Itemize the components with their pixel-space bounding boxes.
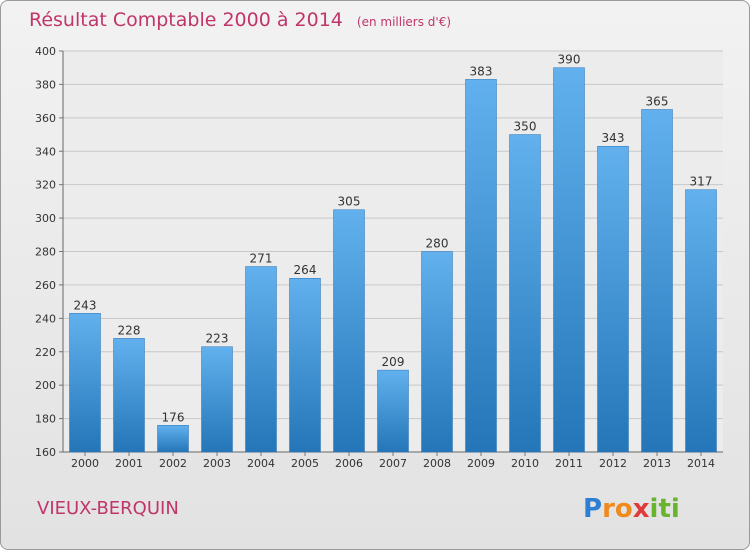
data-label-2006: 305 (338, 195, 361, 209)
data-label-2007: 209 (382, 355, 405, 369)
y-tick-label: 320 (35, 179, 56, 192)
plot-area: 160 180 200 220 240 260 280 300 320 340 360 380 400 2… (35, 45, 723, 470)
y-tick-label: 280 (35, 246, 56, 259)
x-tick-label: 2003 (203, 457, 231, 470)
data-label-2005: 264 (294, 263, 317, 277)
y-tick-label: 160 (35, 446, 56, 459)
y-tick-label: 340 (35, 145, 56, 158)
y-tick-label: 200 (35, 379, 56, 392)
x-tick-label: 2011 (555, 457, 583, 470)
data-label-2014: 317 (690, 175, 713, 189)
data-label-2001: 228 (118, 323, 141, 337)
y-tick-label: 220 (35, 346, 56, 359)
data-label-2008: 280 (426, 237, 449, 251)
bar-2013 (641, 109, 673, 453)
bar-2011 (553, 67, 585, 453)
bar-2000 (69, 313, 101, 453)
logo-letter: i (671, 494, 680, 524)
y-tick-label: 240 (35, 312, 56, 325)
chart-title: Résultat Comptable 2000 à 2014 (en milli… (29, 9, 451, 31)
y-tick-label: 260 (35, 279, 56, 292)
logo-letter: P (583, 494, 602, 524)
chart-title-unit: (en milliers d'€) (357, 15, 451, 29)
logo-letter: o (615, 494, 633, 524)
logo-letter: x (633, 494, 650, 524)
x-tick-label: 2008 (423, 457, 451, 470)
data-label-2003: 223 (206, 332, 229, 346)
x-tick-label: 2000 (71, 457, 99, 470)
x-tick-label: 2004 (247, 457, 275, 470)
data-label-2012: 343 (602, 131, 625, 145)
bar-2007 (377, 369, 409, 453)
bar-2004 (245, 266, 277, 453)
y-tick-label: 180 (35, 413, 56, 426)
x-tick-label: 2001 (115, 457, 143, 470)
y-tick-label: 380 (35, 78, 56, 91)
chart-title-main: Résultat Comptable 2000 à 2014 (29, 9, 343, 31)
logo-letter: r (602, 494, 615, 524)
data-label-2009: 383 (470, 64, 493, 78)
x-tick-label: 2010 (511, 457, 539, 470)
x-tick-label: 2014 (687, 457, 715, 470)
bar-2010 (509, 134, 541, 453)
proxiti-logo: Proxiti (583, 494, 680, 524)
x-tick-label: 2013 (643, 457, 671, 470)
logo-letter: t (658, 494, 670, 524)
y-tick-label: 300 (35, 212, 56, 225)
data-label-2004: 271 (250, 252, 273, 266)
y-tick-label: 360 (35, 112, 56, 125)
bar-2012 (597, 145, 629, 453)
y-tick-label: 400 (35, 45, 56, 58)
logo-letter: i (650, 494, 659, 524)
x-tick-label: 2012 (599, 457, 627, 470)
data-label-2010: 350 (514, 120, 537, 134)
x-tick-label: 2005 (291, 457, 319, 470)
data-label-2000: 243 (74, 298, 97, 312)
x-tick-label: 2007 (379, 457, 407, 470)
bar-2003 (201, 346, 233, 453)
bar-2008 (421, 251, 453, 453)
bar-2006 (333, 209, 365, 453)
bar-2009 (465, 79, 497, 453)
location-name: VIEUX-BERQUIN (37, 498, 179, 519)
data-label-2011: 390 (558, 53, 581, 67)
bar-2001 (113, 338, 145, 453)
bar-2002 (157, 425, 189, 453)
bar-2014 (685, 189, 717, 453)
data-label-2013: 365 (646, 94, 669, 108)
x-tick-label: 2002 (159, 457, 187, 470)
bar-2005 (289, 277, 321, 453)
data-label-2002: 176 (162, 410, 185, 424)
x-tick-label: 2009 (467, 457, 495, 470)
x-tick-label: 2006 (335, 457, 363, 470)
